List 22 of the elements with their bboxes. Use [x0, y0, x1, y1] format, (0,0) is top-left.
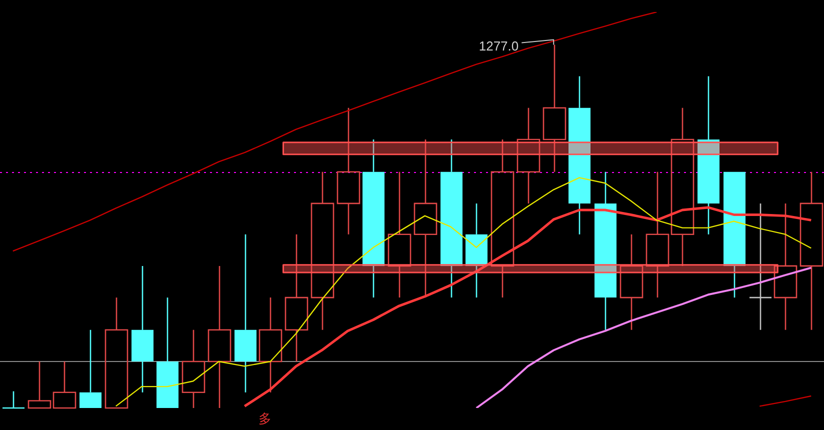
candlestick [516, 107, 540, 204]
candlestick [620, 234, 644, 331]
candlestick [774, 202, 798, 331]
candlestick [52, 360, 76, 409]
candlestick [388, 171, 412, 298]
text: 多 [258, 411, 272, 426]
candlestick [104, 296, 128, 409]
candlestick [490, 138, 514, 298]
candlestick [208, 265, 232, 409]
candlestick [336, 107, 360, 235]
candlestick [646, 171, 670, 298]
candlestick [182, 329, 206, 409]
candlestick [670, 107, 694, 267]
annotation: 1277.0 [478, 38, 519, 54]
candlestick [28, 360, 52, 409]
candlestick [748, 202, 772, 331]
candlestick [310, 171, 334, 331]
candlestick [258, 296, 282, 394]
candlestick [284, 234, 308, 362]
candlestick [542, 44, 566, 173]
candlestick [2, 390, 26, 409]
candlestick [800, 171, 824, 331]
